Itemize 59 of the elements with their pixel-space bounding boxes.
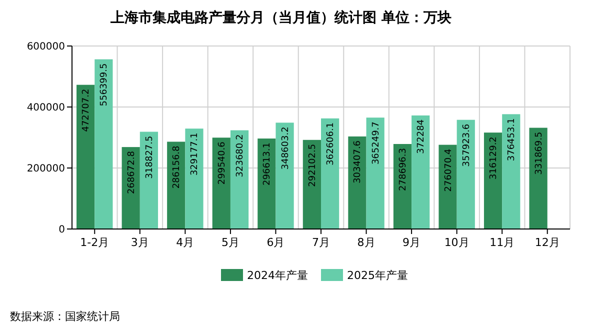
x-tick-label: 7月 [312, 236, 330, 249]
bar [167, 142, 186, 229]
x-tick-label: 8月 [357, 236, 376, 249]
bar [502, 114, 520, 229]
x-tick-label: 6月 [266, 236, 285, 249]
data-label: 556399.5 [100, 63, 110, 106]
bar [258, 138, 276, 229]
bar [366, 118, 384, 229]
data-label: 331869.5 [534, 132, 544, 175]
data-label: 268672.8 [126, 150, 137, 194]
bar [140, 132, 158, 229]
legend-label: 2024年产量 [247, 268, 308, 282]
data-label: 365249.7 [371, 122, 382, 165]
bar [412, 115, 430, 229]
data-label: 362606.1 [326, 122, 336, 166]
data-label: 323680.2 [236, 134, 246, 178]
y-tick-label: 400000 [26, 102, 65, 114]
data-label: 357923.6 [462, 124, 472, 167]
bar [438, 144, 457, 229]
x-tick-label: 12月 [534, 236, 560, 249]
y-tick-label: 200000 [26, 164, 65, 174]
bar [529, 128, 548, 229]
data-label: 296613.1 [262, 142, 273, 186]
x-tick-label: 10月 [444, 236, 470, 249]
bar [76, 84, 95, 229]
data-label: 299540.6 [217, 141, 228, 185]
data-label: 472707.2 [82, 88, 92, 132]
data-label: 278696.3 [398, 148, 408, 191]
bar [321, 118, 340, 229]
data-label: 318827.5 [144, 136, 155, 179]
data-label: 372284 [416, 119, 427, 154]
bar [302, 140, 321, 229]
x-tick-label: 4月 [176, 236, 194, 249]
data-label: 276070.4 [444, 148, 454, 192]
data-label: 316129.2 [489, 136, 500, 180]
legend-label: 2025年产量 [347, 268, 408, 282]
x-tick-label: 9月 [402, 236, 421, 249]
x-tick-label: 3月 [130, 236, 149, 249]
data-label: 292102.5 [308, 144, 318, 187]
bar [230, 130, 249, 229]
y-tick-label: 600000 [26, 42, 65, 52]
data-label: 376453.1 [507, 118, 518, 162]
bar [348, 136, 366, 229]
source-note: 数据来源：国家统计局 [10, 310, 120, 323]
bar [185, 128, 204, 229]
chart-title: 上海市集成电路产量分月（当月值）统计图 单位：万块 [110, 9, 452, 26]
bar [484, 132, 502, 229]
data-label: 348603.2 [280, 126, 291, 170]
data-label: 303407.6 [353, 140, 364, 184]
y-tick-label: 0 [58, 224, 65, 236]
bar [276, 122, 294, 229]
x-tick-label: 1-2月 [80, 236, 110, 249]
bar [212, 138, 230, 229]
bar [456, 120, 475, 229]
x-tick-label: 11月 [490, 236, 515, 249]
data-label: 329177.1 [190, 132, 200, 176]
data-label: 286156.8 [172, 145, 182, 189]
x-tick-label: 5月 [221, 236, 240, 249]
bar [94, 59, 113, 229]
